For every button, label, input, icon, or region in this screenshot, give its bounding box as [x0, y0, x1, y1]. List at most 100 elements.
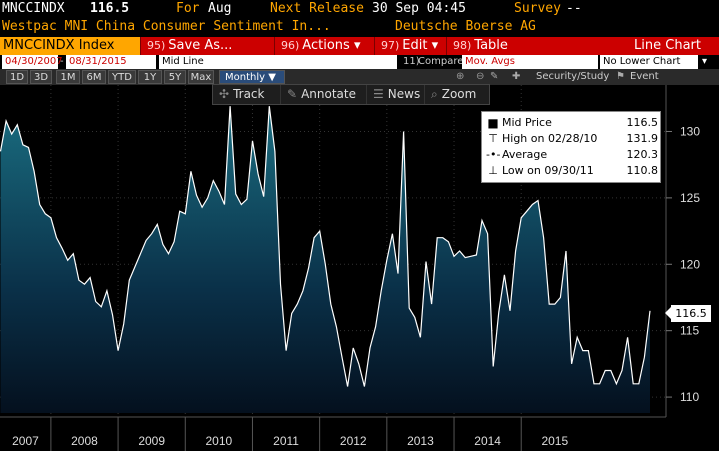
zoom-out-icon[interactable]: ⊖ [476, 71, 485, 82]
data-point [621, 370, 623, 372]
data-point [492, 366, 494, 368]
actions-button[interactable]: 96) Actions ▾ [274, 37, 374, 55]
period-6m[interactable]: 6M [82, 70, 106, 84]
checkbox-icon[interactable]: ■ [487, 116, 499, 130]
chart-type-label[interactable]: Line Chart [634, 38, 701, 53]
data-point [543, 237, 545, 239]
data-point [380, 290, 382, 292]
data-point [520, 217, 522, 219]
legend[interactable]: ■ Mid Price 116.5 ⊤ High on 02/28/10 131… [481, 111, 661, 183]
data-point [560, 297, 562, 299]
data-point [627, 337, 629, 339]
price-area [0, 106, 650, 413]
x-tick-label: 2014 [474, 434, 501, 448]
line-type-select[interactable]: Mid Line [159, 55, 397, 69]
news-tool[interactable]: ☰ News [367, 85, 425, 104]
x-tick-label: 2015 [541, 434, 568, 448]
security-study-button[interactable]: Security/Study [536, 71, 610, 82]
period-ytd[interactable]: YTD [108, 70, 136, 84]
data-point [610, 370, 612, 372]
save-as-label: Save As... [168, 38, 233, 53]
compare-label[interactable]: Compare [418, 56, 464, 67]
data-point [168, 253, 170, 255]
data-point [537, 200, 539, 202]
frequency-label: Monthly [225, 72, 266, 83]
data-point [291, 313, 293, 315]
data-point [179, 210, 181, 212]
data-point [117, 350, 119, 352]
magnifier-icon: ⌕ [431, 87, 438, 101]
data-point [420, 337, 422, 339]
data-point [263, 196, 265, 198]
last-value: 116.5 [90, 1, 130, 16]
data-point [369, 347, 371, 349]
x-axis-ticks: 2007 2008 2009 2010 2011 2012 2013 2014 2015 [12, 417, 568, 451]
y-tick-label: 115 [680, 324, 699, 338]
data-point [285, 350, 287, 352]
save-as-button[interactable]: 95) Save As... [140, 37, 274, 55]
data-point [39, 204, 41, 206]
data-point [386, 260, 388, 262]
data-point [50, 217, 52, 219]
period-1d[interactable]: 1D [6, 70, 28, 84]
data-point [95, 301, 97, 303]
data-point [325, 264, 327, 266]
data-point [616, 383, 618, 385]
security-field[interactable]: MNCCINDX Index [0, 37, 140, 55]
end-date-field[interactable]: 08/31/2015 [66, 55, 156, 69]
compare-select[interactable]: Mov. Avgs [462, 55, 598, 69]
legend-row-average: -•- Average 120.3 [486, 147, 658, 163]
data-point [448, 241, 450, 243]
date-range-bar: 04/30/2007 - 08/31/2015 Mid Line 11) Com… [0, 55, 719, 69]
save-as-key: 95) [147, 39, 166, 52]
annotate-tool[interactable]: ✎ Annotate [281, 85, 367, 104]
start-date-field[interactable]: 04/30/2007 [2, 55, 63, 69]
edit-tools-icon[interactable]: ✎ [490, 71, 499, 82]
data-point [347, 386, 349, 388]
data-point [274, 151, 276, 153]
event-button[interactable]: Event [630, 71, 659, 82]
event-icon[interactable]: ⚑ [616, 71, 625, 82]
data-point [207, 197, 209, 199]
track-tool[interactable]: ✣ Track [213, 85, 281, 104]
data-point [145, 240, 147, 242]
data-point [308, 268, 310, 270]
table-label: Table [474, 38, 508, 53]
lower-chart-dropdown-icon[interactable]: ▾ [702, 56, 708, 67]
zoom-in-icon[interactable]: ⊕ [456, 71, 465, 82]
data-point [252, 140, 254, 142]
data-point [509, 310, 511, 312]
x-tick-label: 2009 [138, 434, 165, 448]
data-point [403, 131, 405, 133]
data-point [22, 144, 24, 146]
ticker[interactable]: MNCCINDX [2, 1, 65, 16]
news-icon: ☰ [373, 87, 384, 101]
data-point [425, 261, 427, 263]
data-point [548, 303, 550, 305]
zoom-tool[interactable]: ⌕ Zoom [425, 85, 489, 104]
period-5y[interactable]: 5Y [164, 70, 186, 84]
period-1m[interactable]: 1M [56, 70, 80, 84]
period-3d[interactable]: 3D [30, 70, 52, 84]
period-max[interactable]: Max [188, 70, 214, 84]
annotate-label: Annotate [301, 87, 356, 101]
data-point [73, 253, 75, 255]
next-release-label: Next Release [270, 1, 364, 16]
legend-value: 120.3 [626, 148, 659, 161]
lower-chart-select[interactable]: No Lower Chart [600, 55, 698, 69]
data-point [364, 386, 366, 388]
data-point [588, 350, 590, 352]
y-tick-label: 125 [680, 191, 700, 205]
data-point [246, 198, 248, 200]
edit-button[interactable]: 97) Edit ▾ [374, 37, 446, 55]
data-point [185, 213, 187, 215]
legend-value: 131.9 [626, 132, 659, 145]
quote-header: MNCCINDX 116.5 For Aug Next Release 30 S… [0, 0, 719, 19]
data-point [576, 337, 578, 339]
data-point [436, 237, 438, 239]
table-button[interactable]: 98) Table [446, 37, 526, 55]
frequency-select[interactable]: Monthly ▼ [219, 70, 285, 84]
period-1y[interactable]: 1Y [138, 70, 162, 84]
x-tick-label: 2007 [12, 434, 39, 448]
add-security-icon[interactable]: ✚ [512, 71, 521, 82]
